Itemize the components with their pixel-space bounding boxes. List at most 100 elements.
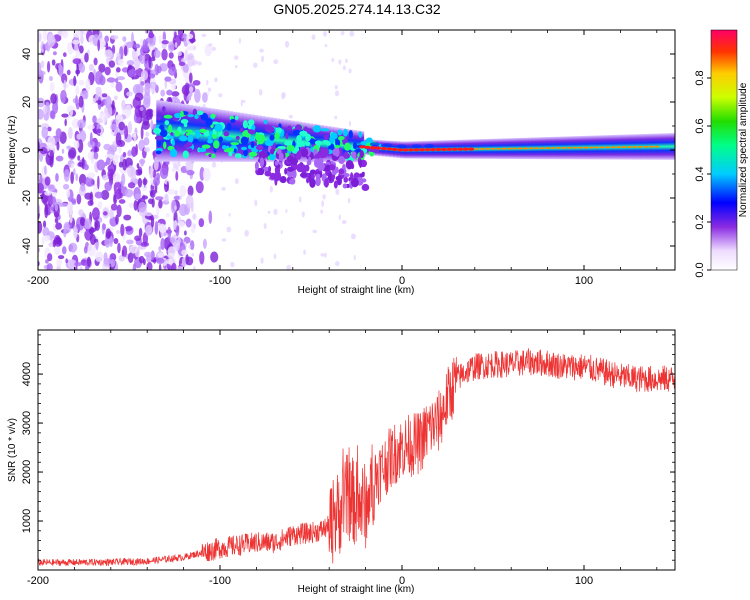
spectrogram-core-mark (462, 147, 469, 151)
spectrogram-signal-blob (155, 150, 162, 155)
spectrogram-noise-blob (87, 242, 96, 257)
spectrogram-noise-blob (75, 85, 80, 96)
snr-y-label: SNR (10 * v/v) (7, 418, 18, 482)
spectrogram-core-edge (411, 144, 422, 149)
spectrogram-noise-blob (95, 256, 103, 263)
spectrogram-signal-blob (285, 132, 289, 140)
spectrogram-signal-column (283, 119, 288, 162)
spectrogram-core-mark (375, 146, 382, 150)
spectrogram-faint-speckle (211, 46, 216, 52)
spectrogram-noise-blob (78, 173, 87, 186)
spectrogram-faint-speckle (226, 226, 232, 233)
spectrogram-noise-blob (78, 95, 84, 108)
spectrogram-noise-blob (62, 183, 70, 190)
spectrogram-noise-blob (46, 60, 51, 73)
snr-x-tick-label: -100 (209, 575, 231, 587)
spectrogram-noise-blob (38, 172, 41, 181)
spectrogram-noise-blob (73, 140, 80, 150)
figure-title: GN05.2025.274.14.13.C32 (273, 1, 441, 17)
spectrogram-signal-blob (287, 125, 292, 131)
spectrogram-y-tick-label: 20 (21, 96, 33, 108)
spectrogram-noise-blob (116, 229, 120, 235)
spectrogram-noise-blob (133, 199, 138, 211)
spectrogram-noise-blob (38, 220, 43, 234)
spectrogram-noise-blob (145, 211, 152, 217)
spectrogram-noise-blob (102, 223, 107, 231)
spectrogram-signal-blob (286, 150, 292, 154)
spectrogram-faint-speckle (188, 245, 191, 249)
spectrogram-core-mark (577, 146, 583, 149)
spectrogram-signal-blob (195, 129, 201, 139)
spectrogram-signal-blob (187, 114, 194, 118)
spectrogram-noise-blob (128, 69, 137, 78)
spectrogram-noise-blob (66, 69, 71, 76)
spectrogram-side-blob (296, 150, 302, 160)
spectrogram-noise-blob (149, 57, 156, 62)
spectrogram-signal-column (276, 118, 281, 162)
spectrogram-faint-speckle (311, 34, 316, 40)
spectrogram-core-mark (408, 148, 415, 152)
colorbar-tick-label: 0.4 (694, 166, 706, 181)
spectrogram-noise-blob (139, 106, 144, 112)
spectrogram-noise-blob (76, 133, 81, 140)
spectrogram-signal-blob (161, 106, 166, 112)
spectrogram-noise-blob (160, 89, 166, 97)
spectrogram-signal-blob (243, 148, 248, 157)
spectrogram-noise-blob (183, 89, 187, 102)
spectrogram-noise-blob (109, 144, 118, 153)
spectrogram-noise-blob (143, 147, 150, 153)
spectrogram-signal-blob (338, 136, 345, 141)
spectrogram-signal-blob (205, 117, 213, 126)
spectrogram-side-blob (274, 160, 279, 166)
spectrogram-noise-blob (140, 159, 144, 167)
spectrogram-noise-blob (94, 146, 98, 153)
spectrogram-noise-blob (41, 236, 45, 246)
spectrogram-noise-blob (120, 223, 125, 237)
spectrogram-core-mark (539, 147, 545, 150)
spectrogram-core-mark (545, 147, 551, 149)
spectrogram-noise-blob (185, 95, 192, 101)
spectrogram-noise-blob (145, 131, 150, 137)
spectrogram-noise-blob (110, 258, 116, 268)
spectrogram-x-tick-label: -100 (209, 275, 231, 287)
spectrogram-faint-speckle (335, 188, 340, 196)
spectrogram-noise-blob (85, 176, 94, 187)
spectrogram-noise-blob (145, 224, 153, 237)
spectrogram-noise-blob (175, 225, 180, 237)
spectrogram-faint-speckle (348, 120, 352, 127)
spectrogram-side-blob (320, 148, 328, 159)
spectrogram-side-blob (306, 177, 310, 184)
spectrogram-faint-speckle (301, 211, 305, 218)
spectrogram-faint-speckle (207, 87, 212, 92)
spectrogram-core-edge (369, 142, 380, 147)
spectrogram-noise-blob (80, 182, 86, 192)
spectrogram-marks (38, 30, 675, 270)
spectrogram-core-mark (451, 147, 458, 151)
spectrogram-noise-blob (150, 250, 155, 261)
spectrogram-faint-speckle (193, 45, 196, 51)
spectrogram-noise-blob (109, 208, 114, 219)
spectrogram-faint-speckle (320, 253, 325, 257)
spectrogram-faint-speckle (322, 194, 326, 200)
spectrogram-faint-speckle (321, 200, 325, 208)
spectrogram-noise-blob (77, 155, 81, 161)
spectrogram-signal-column (272, 117, 277, 162)
spectrogram-noise-blob (140, 70, 149, 81)
spectrogram-signal-blob (212, 130, 217, 135)
spectrogram-noise-blob (126, 59, 135, 66)
spectrogram-noise-blob (123, 214, 132, 221)
spectrogram-noise-blob (70, 163, 75, 169)
spectrogram-signal-blob (210, 121, 220, 125)
spectrogram-noise-blob (132, 263, 137, 270)
spectrogram-side-blob (309, 178, 316, 188)
spectrogram-noise-blob (167, 188, 176, 195)
spectrogram-noise-blob (63, 227, 67, 238)
spectrogram-faint-speckle (192, 213, 197, 221)
spectrogram-noise-blob (73, 227, 78, 239)
spectrogram-noise-blob (76, 63, 79, 77)
spectrogram-noise-blob (106, 77, 116, 83)
spectrogram-faint-speckle (174, 205, 177, 211)
spectrogram-noise-blob (57, 255, 65, 260)
spectrogram-faint-speckle (312, 229, 318, 234)
spectrogram-signal-column (294, 121, 299, 162)
